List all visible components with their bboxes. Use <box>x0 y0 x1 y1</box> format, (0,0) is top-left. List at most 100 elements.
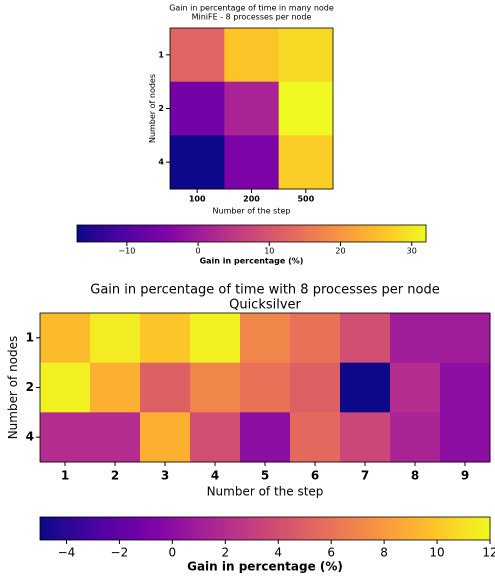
colorbar-segment <box>234 225 238 242</box>
heatmap-cell <box>190 412 241 463</box>
colorbar-segment <box>336 517 341 540</box>
colorbar-segment <box>222 225 226 242</box>
colorbar-segment <box>161 225 165 242</box>
colorbar-segment <box>373 225 377 242</box>
colorbar-segment <box>137 517 142 540</box>
colorbar-segment <box>312 225 316 242</box>
colorbar-segment <box>437 517 442 540</box>
heatmap-cell <box>290 412 341 463</box>
colorbar-segment <box>441 517 446 540</box>
colorbar-tick-label: 0 <box>196 247 201 256</box>
heatmap-cell <box>224 28 280 83</box>
colorbar-tick-label: 12 <box>482 546 495 560</box>
colorbar-segment <box>321 225 325 242</box>
colorbar-segment <box>347 517 352 540</box>
colorbar-segment <box>325 517 330 540</box>
colorbar-segment <box>212 517 217 540</box>
colorbar-segment <box>190 225 194 242</box>
colorbar-segment <box>126 517 131 540</box>
colorbar-segment <box>433 517 438 540</box>
y-axis-label: Number of nodes <box>6 336 20 440</box>
chart-subtitle: MiniFE - 8 processes per node <box>192 13 312 22</box>
colorbar-segment <box>318 225 322 242</box>
heatmap-cell <box>90 412 141 463</box>
heatmap-cell <box>278 135 334 190</box>
colorbar-segment <box>306 517 311 540</box>
colorbar-segment <box>118 517 123 540</box>
colorbar-segment <box>227 517 232 540</box>
colorbar-segment <box>167 225 171 242</box>
colorbar-segment <box>213 225 217 242</box>
x-axis-label: Number of the step <box>207 485 324 499</box>
colorbar-segment <box>274 225 279 242</box>
colorbar-tick-label: 6 <box>327 546 335 560</box>
colorbar-segment <box>155 225 159 242</box>
colorbar-segment <box>170 225 174 242</box>
colorbar-segment <box>283 225 287 242</box>
colorbar-segment <box>219 225 223 242</box>
colorbar-segment <box>403 517 408 540</box>
colorbar-segment <box>88 225 92 242</box>
heatmap-cell <box>340 362 391 413</box>
colorbar-segment <box>405 225 409 242</box>
colorbar-segment <box>100 225 104 242</box>
colorbar-segment <box>225 225 229 242</box>
colorbar-segment <box>302 517 307 540</box>
colorbar-segment <box>327 225 331 242</box>
colorbar-segment <box>379 225 383 242</box>
colorbar-segment <box>163 517 168 540</box>
colorbar-segment <box>149 225 154 242</box>
colorbar-segment <box>47 517 52 540</box>
x-tick-label: 2 <box>111 469 119 483</box>
colorbar-segment <box>126 225 130 242</box>
x-tick-label: 8 <box>411 469 419 483</box>
colorbar-segment <box>257 225 261 242</box>
colorbar-segment <box>207 225 212 242</box>
colorbar-segment <box>66 517 71 540</box>
colorbar-segment <box>388 517 393 540</box>
colorbar-segment <box>216 517 221 540</box>
colorbar-segment <box>388 225 392 242</box>
colorbar-segment <box>280 517 285 540</box>
colorbar-segment <box>196 225 200 242</box>
x-tick-label: 100 <box>189 195 206 204</box>
heatmap-cell <box>190 362 241 413</box>
colorbar-segment <box>178 225 183 242</box>
heatmap-cell <box>140 313 191 364</box>
heatmap-cell <box>170 135 225 190</box>
x-tick-label: 6 <box>311 469 319 483</box>
colorbar-segment <box>309 225 313 242</box>
colorbar-segment <box>362 517 367 540</box>
colorbar-segment <box>261 517 266 540</box>
colorbar-segment <box>362 225 366 242</box>
colorbar-segment <box>43 517 48 540</box>
colorbar-segment <box>445 517 450 540</box>
colorbar-segment <box>338 225 343 242</box>
colorbar-segment <box>141 517 146 540</box>
colorbar-segment <box>130 517 135 540</box>
colorbar-segment <box>300 225 305 242</box>
colorbar-segment <box>277 225 281 242</box>
colorbar-segment <box>317 517 322 540</box>
colorbar-segment <box>321 517 326 540</box>
y-tick-label: 2 <box>158 104 164 113</box>
colorbar-segment <box>201 517 206 540</box>
colorbar-segment <box>77 517 82 540</box>
colorbar-segment <box>286 225 290 242</box>
heatmap-cell <box>440 362 491 413</box>
y-tick-label: 2 <box>26 380 34 394</box>
colorbar-segment <box>239 225 244 242</box>
colorbar-segment <box>51 517 56 540</box>
colorbar-segment <box>303 225 308 242</box>
colorbar-segment <box>167 517 172 540</box>
colorbar-segment <box>58 517 63 540</box>
colorbar-segment <box>370 517 375 540</box>
y-tick-label: 1 <box>26 330 34 344</box>
colorbar-tick-label: 10 <box>264 247 274 256</box>
colorbar-segment <box>332 517 337 540</box>
colorbar-segment <box>158 225 162 242</box>
colorbar-segment <box>123 225 127 242</box>
colorbar-segment <box>344 225 348 242</box>
colorbar-segment <box>289 225 293 242</box>
colorbar-segment <box>242 517 247 540</box>
